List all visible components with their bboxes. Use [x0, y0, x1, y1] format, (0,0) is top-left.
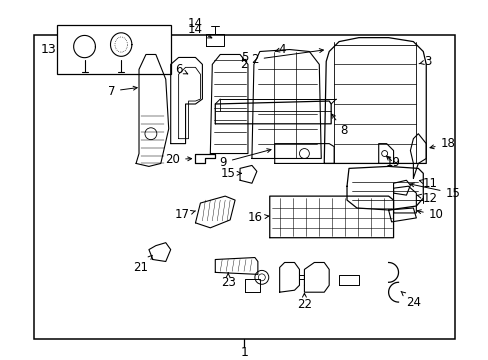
Text: 21: 21 [133, 255, 152, 274]
Text: 16: 16 [247, 211, 268, 224]
Text: 3: 3 [418, 55, 431, 68]
Bar [34, 35, 454, 339]
Text: 15: 15 [220, 167, 241, 180]
Text: 14: 14 [187, 23, 211, 38]
Text: 1: 1 [240, 346, 248, 359]
Text: 23: 23 [220, 273, 235, 289]
Text: 10: 10 [416, 208, 443, 221]
Text: 13: 13 [41, 43, 57, 56]
Text: 7: 7 [107, 85, 137, 98]
Text: 4: 4 [275, 43, 285, 56]
Text: 8: 8 [331, 114, 347, 137]
Text: 15: 15 [409, 183, 460, 200]
Polygon shape [269, 196, 393, 238]
Text: 9: 9 [219, 149, 270, 169]
Text: 22: 22 [296, 293, 311, 311]
Text: 14: 14 [187, 17, 203, 30]
Text: 24: 24 [400, 291, 420, 309]
Text: 11: 11 [419, 177, 437, 190]
Text: 12: 12 [416, 192, 437, 204]
Text: 20: 20 [165, 153, 191, 166]
Text: 5: 5 [241, 51, 248, 64]
Text: 17: 17 [175, 208, 195, 221]
Bar [57, 25, 170, 74]
Text: 2: 2 [240, 58, 247, 71]
Text: 2: 2 [251, 49, 323, 66]
Text: 19: 19 [386, 156, 400, 169]
Text: 18: 18 [429, 137, 454, 150]
Text: 6: 6 [175, 63, 187, 76]
